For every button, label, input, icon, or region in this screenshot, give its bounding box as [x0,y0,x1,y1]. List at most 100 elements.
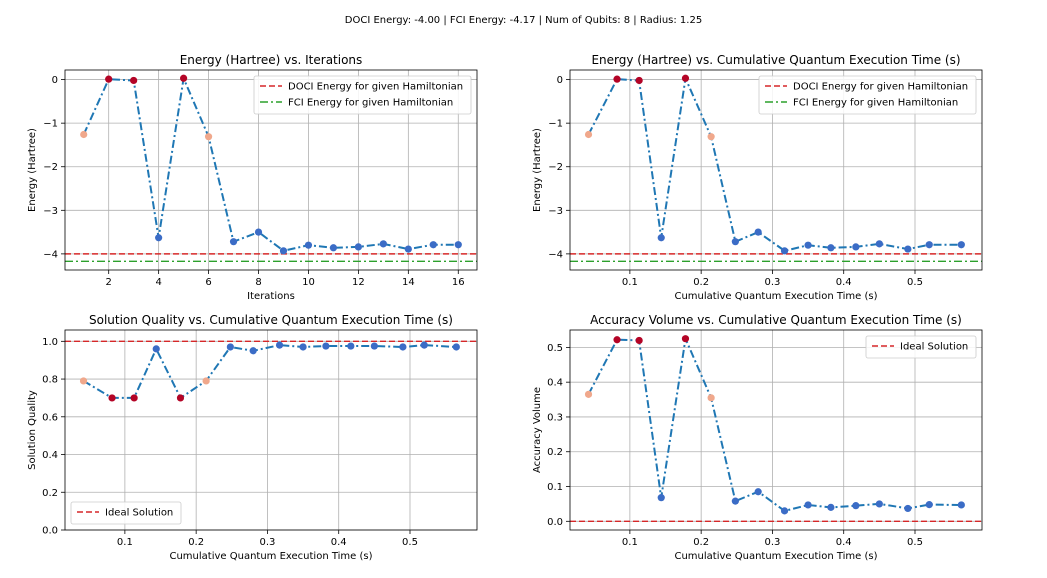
axes-frame [569,329,983,531]
y-tick-label: −4 [548,249,563,260]
legend-box [253,75,472,115]
y-tick-label: 1.0 [42,337,58,348]
data-point [204,133,213,141]
figure-suptitle: DOCI Energy: -4.00 | FCI Energy: -4.17 |… [344,15,703,26]
data-point [202,377,210,385]
chart-title: Solution Quality vs. Cumulative Quantum … [89,313,453,327]
x-tick-label: 8 [255,277,261,288]
y-tick-label: 0.2 [547,447,563,458]
x-tick-label: 0.1 [622,277,638,288]
data-point [322,342,330,350]
y-tick-label: −4 [43,249,58,260]
x-tick-label: 4 [155,277,161,288]
energy-vs-iterations-chart: 2 4 6 8 10 12 14 16 −4 −3 −2 −1 0 Energy (Hartree) vs… [27,53,478,302]
data-point [80,130,88,139]
data-point [904,245,912,253]
data-point [454,241,462,249]
x-tick-label: 0.3 [764,277,780,288]
x-axis-label: Cumulative Quantum Execution Time (s) [674,291,877,302]
x-tick-label: 0.4 [331,537,347,548]
data-point [584,390,593,398]
x-tick-label: 6 [205,277,211,288]
quality-vs-time-chart: 0.1 0.2 0.3 0.4 0.5 0.0 0.2 0.4 0.6 0.8 1.0 Solutio… [27,313,478,562]
data-point [657,234,665,242]
data-point [707,133,715,141]
data-point [429,241,437,249]
data-point [176,394,185,402]
y-tick-label: 0.2 [42,488,58,499]
data-point [681,335,690,343]
y-axis-label: Energy (Hartree) [532,128,543,212]
x-tick-label: 0.4 [836,277,852,288]
data-point [635,76,643,85]
legend-label: DOCI Energy for given Hamiltonian [288,82,463,93]
data-point [827,244,835,252]
x-tick-label: 0.1 [622,537,638,548]
y-tick-label: 0.4 [547,378,563,389]
chart-title: Energy (Hartree) vs. Iterations [180,53,363,67]
data-point [904,504,912,513]
data-point [731,238,739,246]
chart-title: Energy (Hartree) vs. Cumulative Quantum … [591,53,960,67]
y-tick-label: 0.0 [547,517,563,528]
x-tick-label: 12 [352,277,365,288]
chart-title: Accuracy Volume vs. Cumulative Quantum E… [590,313,962,327]
y-tick-label: −1 [548,119,563,130]
x-tick-label: 0.5 [907,277,923,288]
y-tick-label: 0.5 [547,343,563,354]
x-tick-label: 0.3 [259,537,275,548]
data-point [925,501,933,509]
series-line [82,344,457,400]
data-point [613,336,621,344]
accuracy-volume-vs-time-chart: 0.1 0.2 0.3 0.4 0.5 0.0 0.1 0.2 0.3 0.4 0.5 Accurac… [532,313,983,562]
x-tick-label: 0.4 [836,537,852,548]
legend-box [758,75,977,115]
data-point [229,238,238,246]
axes-frame [64,329,478,531]
data-point [804,241,812,249]
y-tick-label: −1 [43,119,58,130]
x-tick-label: 0.5 [907,537,923,548]
data-point [754,228,762,236]
data-point [925,241,933,249]
data-point [155,234,163,242]
legend-label: FCI Energy for given Hamiltonian [288,98,453,109]
y-axis-label: Solution Quality [27,390,38,470]
y-tick-label: 0 [557,75,563,86]
data-point [681,74,690,82]
data-point [399,343,407,351]
y-axis-label: Energy (Hartree) [27,128,38,212]
data-point [754,488,762,496]
data-point [957,241,965,249]
legend-label: Ideal Solution [105,508,173,519]
data-point [370,342,378,350]
x-tick-label: 0.5 [402,537,418,548]
data-point [452,343,460,351]
y-tick-label: −3 [548,206,563,217]
legend-label: Ideal Solution [900,342,968,353]
x-tick-label: 0.3 [764,537,780,548]
data-point [299,343,307,351]
data-point [657,494,665,502]
data-point [584,130,593,139]
x-axis-label: Cumulative Quantum Execution Time (s) [169,551,372,562]
x-tick-label: 10 [302,277,315,288]
series-line [82,74,459,252]
y-tick-label: 0.6 [42,412,58,423]
y-tick-label: 0 [52,75,58,86]
data-point [152,345,160,353]
x-tick-label: 16 [452,277,465,288]
y-tick-label: 0.8 [42,375,58,386]
y-tick-label: −2 [548,162,563,173]
x-tick-label: 14 [402,277,415,288]
data-point [254,228,263,236]
y-tick-label: 0.1 [547,482,563,493]
data-point [780,247,789,255]
x-axis-label: Iterations [247,291,295,302]
data-point [130,394,138,402]
data-point [731,497,739,505]
data-point [635,336,643,345]
data-point [226,343,234,351]
data-point [827,503,835,511]
data-point [130,76,138,85]
